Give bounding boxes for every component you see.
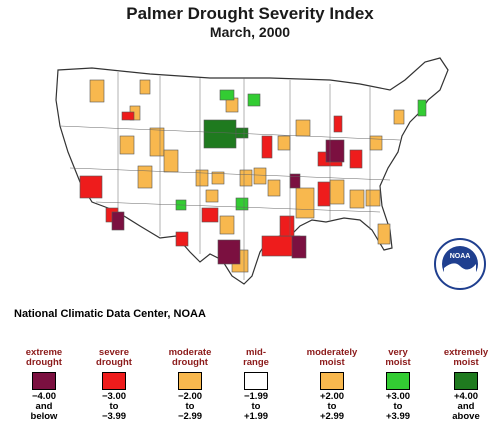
division-moderate [369, 135, 383, 151]
legend-label: moderate drought [168, 347, 212, 368]
legend-item: moderately moist +2.00 to +2.99 [302, 338, 362, 422]
legend-label: severe drought [96, 347, 132, 368]
division-extreme [291, 235, 307, 259]
division-moderate [393, 109, 405, 125]
division-moderate [239, 169, 253, 187]
legend-item: extreme drought −4.00 and below [14, 338, 74, 422]
legend-swatch [386, 372, 410, 390]
legend-item: very moist +3.00 to +3.99 [368, 338, 428, 422]
climate-divisions [79, 79, 427, 273]
division-moderate [365, 189, 381, 207]
division-moderate [137, 165, 153, 189]
legend-range: +3.00 to +3.99 [385, 391, 411, 422]
credit-text: National Climatic Data Center, NOAA [14, 308, 206, 320]
legend-swatch [102, 372, 126, 390]
division-very-moist [417, 99, 427, 117]
division-moderate [205, 189, 219, 203]
division-severe [175, 231, 189, 247]
division-severe [201, 207, 219, 223]
division-moderate [211, 171, 225, 185]
legend: extreme drought −4.00 and below severe drought… [0, 338, 500, 426]
division-moderate [163, 149, 179, 173]
svg-text:NOAA: NOAA [450, 253, 471, 260]
legend-swatch [244, 372, 268, 390]
division-moderate [195, 169, 209, 187]
division-moderate [277, 135, 291, 151]
division-moderate [349, 189, 365, 209]
division-very-moist [219, 89, 235, 101]
division-severe [79, 175, 103, 199]
division-moderate [295, 187, 315, 219]
division-moderate [253, 167, 267, 185]
map-title: Palmer Drought Severity Index [126, 4, 374, 23]
state-lines [59, 72, 401, 280]
division-moderate [267, 179, 281, 197]
noaa-logo-icon: NOAA [434, 238, 486, 290]
legend-swatch [178, 372, 202, 390]
legend-range: −2.00 to −2.99 [177, 391, 203, 422]
division-moderate [139, 79, 151, 95]
division-moderate [149, 127, 165, 157]
legend-range: +4.00 and above [452, 391, 480, 422]
legend-label: very moist [385, 347, 411, 368]
division-severe [349, 149, 363, 169]
division-moderate [119, 135, 135, 155]
legend-range: +2.00 to +2.99 [319, 391, 345, 422]
division-moderate [295, 119, 311, 137]
division-extreme [111, 211, 125, 231]
legend-label: extreme drought [25, 347, 63, 368]
division-moderate [329, 179, 345, 205]
division-extreme [325, 139, 345, 163]
division-moderate [377, 223, 391, 245]
legend-range: −4.00 and below [30, 391, 58, 422]
legend-label: mid-range [243, 347, 269, 368]
map-subtitle: March, 2000 [209, 24, 291, 40]
division-severe [261, 135, 273, 159]
legend-item: severe drought −3.00 to −3.99 [84, 338, 144, 422]
legend-item: mid-range −1.99 to +1.99 [226, 338, 286, 422]
legend-label: extremely moist [443, 347, 489, 368]
legend-swatch [454, 372, 478, 390]
legend-item: extremely moist +4.00 and above [436, 338, 496, 422]
division-extremely-moist [235, 127, 249, 139]
us-drought-map [55, 57, 449, 285]
legend-range: −1.99 to +1.99 [243, 391, 269, 422]
division-moderate [219, 215, 235, 235]
division-severe [333, 115, 343, 133]
legend-item: moderate drought −2.00 to −2.99 [160, 338, 220, 422]
division-severe [121, 111, 135, 121]
division-moderate [89, 79, 105, 103]
legend-swatch [320, 372, 344, 390]
division-very-moist [247, 93, 261, 107]
legend-swatch [32, 372, 56, 390]
division-very-moist [235, 197, 249, 211]
division-extremely-moist [203, 119, 237, 149]
division-severe [279, 215, 295, 237]
legend-label: moderately moist [306, 347, 358, 368]
division-extreme [217, 239, 241, 265]
division-severe [317, 181, 331, 207]
legend-range: −3.00 to −3.99 [101, 391, 127, 422]
